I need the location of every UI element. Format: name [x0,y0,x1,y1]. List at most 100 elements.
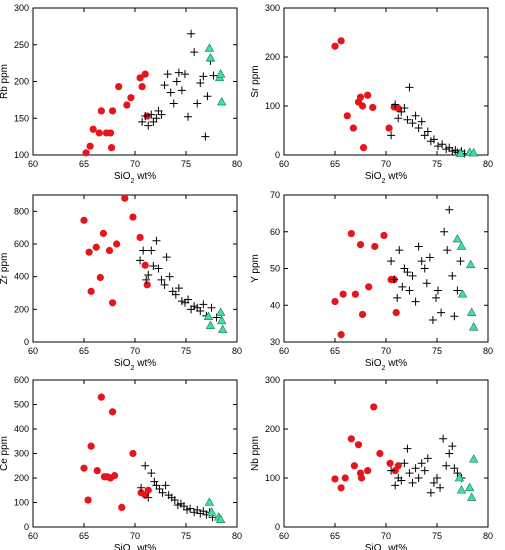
data-point-plus [425,253,434,262]
data-point-plus [445,205,454,214]
data-point-plus [403,268,412,277]
data-point-plus [196,306,205,315]
data-point-plus [397,476,406,485]
y-tick-label: 600 [14,239,29,249]
data-point-triangle [456,485,467,494]
data-point-circle [129,213,137,221]
x-axis-label: SiO2 wt% [365,358,407,372]
data-point-plus [400,459,409,468]
data-point-circle [365,283,373,291]
data-point-plus [137,483,146,492]
data-point-circle [364,91,372,99]
x-tick-label: 60 [279,531,289,541]
data-point-circle [89,125,97,133]
data-point-circle [87,442,95,450]
data-point-plus [170,496,179,505]
data-point-circle [95,129,103,137]
y-tick-label: 400 [14,272,29,282]
data-point-circle [97,393,105,401]
data-point-circle [127,94,135,102]
data-point-plus [147,110,156,119]
data-point-circle [358,310,367,319]
data-point-triangle [466,307,477,316]
x-tick-label: 75 [181,531,191,541]
x-axis-label: SiO2 wt% [114,543,156,550]
data-point-plus [144,493,153,502]
data-point-plus [157,275,166,284]
x-tick-label: 65 [330,159,340,169]
panel-ce-ppm: 60 65 70 75 80 0 100 200 300 400 500 600 SiO2 wt% Ce … [0,375,242,550]
y-tick-label: 400 [14,424,29,434]
data-point-plus [433,474,441,482]
data-point-circle [394,462,402,470]
data-point-plus [400,103,409,112]
y-tick-label: 200 [265,52,280,62]
data-point-plus [423,454,432,463]
data-point-plus [177,86,186,95]
y-axis-label: Sr ppm [250,65,261,97]
data-point-circle [356,93,365,101]
data-point-triangle [469,147,479,157]
y-tick-label: 150 [14,113,29,123]
panel-sr-ppm: 60 65 70 75 80 0 100 200 300 SiO2 wt% Sr ppm [250,3,493,185]
data-point-plus [147,246,156,255]
y-tick-label: 100 [265,473,280,483]
data-point-plus [187,29,196,38]
y-axis-label: Ce ppm [0,436,10,471]
data-point-circle [111,471,119,480]
data-point-circle [359,144,368,152]
data-point-triangle [204,43,215,52]
data-point-plus [387,466,396,475]
data-point-circle [369,103,377,112]
data-point-plus [431,293,440,302]
x-tick-label: 70 [381,346,391,356]
data-point-triangle [218,324,228,334]
y-tick-label: 100 [14,150,29,160]
x-tick-label: 80 [483,159,493,169]
data-point-plus [180,70,189,79]
data-point-circle [331,42,339,50]
x-tick-label: 70 [130,531,140,541]
data-point-circle [107,144,116,152]
data-point-plus [391,481,400,490]
x-tick-label: 65 [330,346,340,356]
data-point-circle [347,229,355,238]
y-tick-label: 300 [14,449,29,459]
data-point-plus [144,121,153,130]
panel-rb-ppm: 60 65 70 75 80 100 150 200 250 300 SiO2 wt% Rb ppm [0,3,242,185]
data-point-circle [392,309,400,317]
data-point-circle [364,467,372,475]
data-point-plus [394,114,403,123]
data-point-plus [453,469,462,478]
x-tick-label: 65 [330,531,340,541]
data-point-circle [351,290,359,298]
data-point-plus [165,272,174,281]
data-point-plus [442,461,451,470]
data-point-plus [147,469,156,478]
data-point-circle [80,464,88,472]
data-point-plus [160,280,169,289]
data-point-circle [349,124,357,132]
y-tick-label: 600 [14,375,29,385]
data-point-triangle [215,69,226,78]
y-tick-label: 500 [14,400,29,410]
data-point-plus [154,264,163,273]
data-point-plus [141,461,150,470]
data-point-circle [357,474,366,482]
data-point-plus [169,99,178,108]
data-point-plus [429,478,438,487]
y-tick-label: 200 [265,424,280,434]
data-point-plus [190,48,199,57]
x-tick-label: 60 [28,346,38,356]
data-point-plus [436,483,445,492]
data-point-triangle [469,322,479,331]
data-point-plus [393,293,402,302]
data-point-plus [174,284,183,293]
data-point-triangle [464,482,475,492]
data-point-plus [426,488,435,497]
x-tick-label: 80 [232,346,242,356]
y-tick-label: 0 [24,337,29,347]
data-point-plus [439,434,448,443]
data-point-plus [434,142,443,151]
